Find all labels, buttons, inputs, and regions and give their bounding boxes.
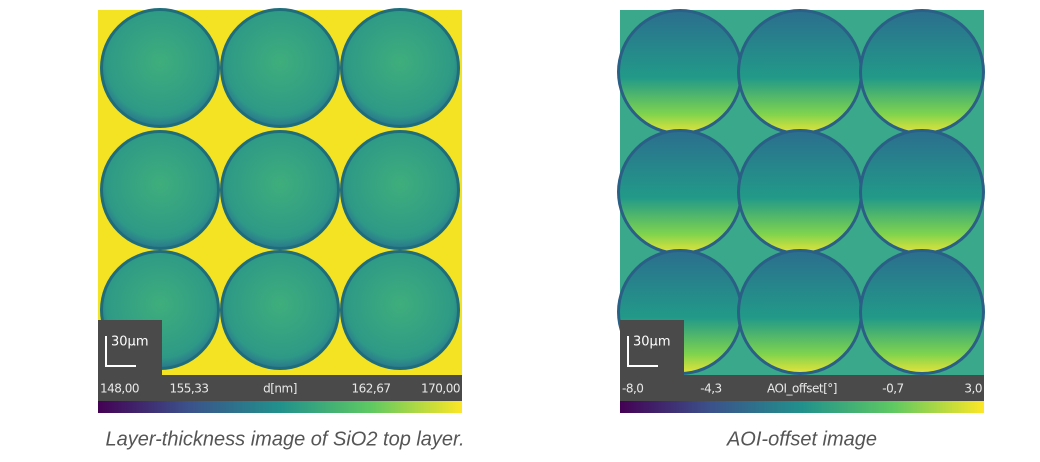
well [343,253,457,367]
colorbar-label: 170,00 [421,382,460,396]
caption: AOI-offset image [726,428,877,450]
well [620,12,740,132]
scale-bar [105,336,136,367]
well [740,252,860,372]
colorbar-label: 3,0 [964,382,982,396]
scale-bar [627,336,658,367]
well [740,12,860,132]
well [740,132,860,252]
well [223,253,337,367]
aoi-panel: -8,0 -4,3 AOI_offset[°] -0,7 3,0 30µm AOI-offs… [617,9,985,450]
well [223,133,337,247]
well [343,133,457,247]
colorbar [620,401,984,413]
thickness-panel: 148,00 155,33 d[nm] 162,67 170,00 30µm Layer-t… [98,8,465,450]
colorbar-label: -8,0 [622,382,643,396]
colorbar-label: 148,00 [100,382,139,396]
colorbar-strip [98,375,462,401]
colorbar-label: -4,3 [700,382,721,396]
colorbar-label: 162,67 [352,382,391,396]
well [223,11,337,125]
well [862,132,982,252]
caption: Layer-thickness image of SiO2 top layer. [105,428,464,450]
colorbar-label: -0,7 [882,382,903,396]
well [343,11,457,125]
colorbar-label: AOI_offset[°] [767,382,837,396]
scale-bar-label: 30µm [633,335,670,350]
well [103,133,217,247]
well [862,12,982,132]
colorbar [98,401,462,413]
colorbar-label: 155,33 [170,382,209,396]
well [620,132,740,252]
well [103,11,217,125]
colorbar-strip [620,375,984,401]
colorbar-label: d[nm] [263,382,297,396]
well [862,252,982,372]
scale-bar-label: 30µm [111,335,148,350]
